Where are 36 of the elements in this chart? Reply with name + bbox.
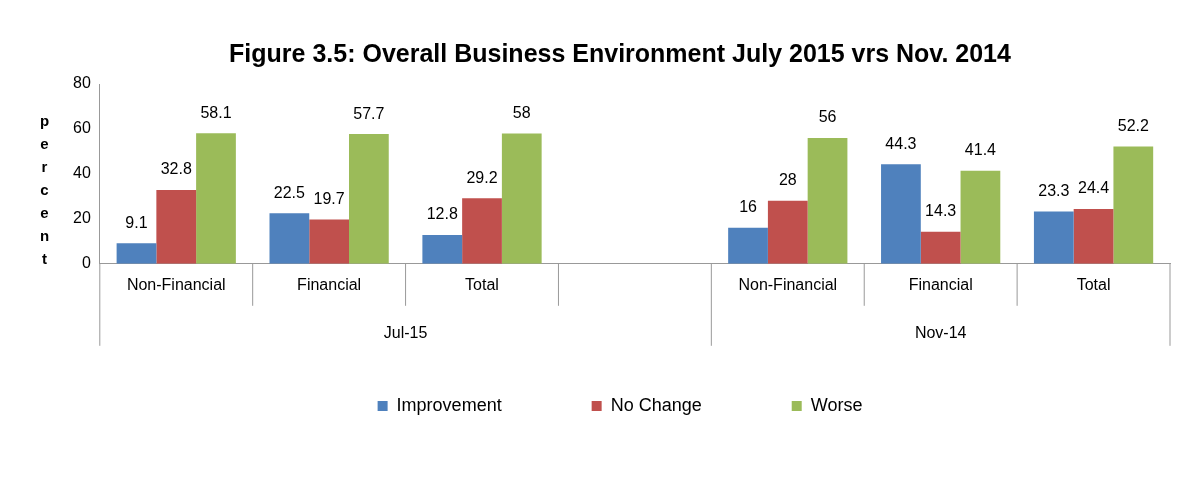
y-tick-label: 40 [73, 164, 91, 182]
data-label: 22.5 [273, 183, 306, 201]
x-tick-label: Non-Financial [738, 275, 838, 293]
data-label: 14.3 [925, 202, 957, 220]
data-label: 16 [739, 198, 758, 216]
data-label: 58.1 [200, 103, 232, 121]
x-tick-label: Non-Financial [126, 275, 226, 293]
y-tick-label: 60 [73, 119, 91, 137]
x-tick-label: Total [465, 275, 499, 293]
chart-title: Figure 3.5: Overall Business Environment July 2015 vrs Nov. 2014 [229, 38, 1012, 67]
x-tick-label: Financial [297, 275, 362, 293]
x-tick-label: Total [1076, 275, 1111, 293]
data-label: 24.4 [1077, 179, 1110, 197]
text: Jul-15 [383, 324, 428, 342]
data-label: 57.7 [353, 104, 385, 122]
data-label: 9.1 [125, 213, 148, 231]
data-label: 44.3 [885, 134, 917, 152]
data-label: 12.8 [426, 205, 458, 223]
data-label: 41.4 [964, 141, 997, 159]
data-label: 58 [512, 103, 531, 121]
text: Nov-14 [914, 324, 967, 342]
data-label: 19.7 [313, 189, 345, 207]
x-tick-label: Financial [908, 275, 973, 293]
data-label: 56 [818, 108, 837, 126]
data-label: 32.8 [160, 160, 192, 178]
data-label: 52.2 [1117, 116, 1149, 134]
data-label: 28 [778, 171, 797, 189]
legend-label: No Change [610, 394, 702, 415]
y-tick-label: 20 [73, 209, 91, 227]
legend-label: Worse [810, 394, 863, 415]
data-label: 23.3 [1038, 181, 1070, 199]
data-label: 29.2 [466, 168, 498, 186]
y-axis-title: percent [36, 112, 53, 273]
y-tick-label: 80 [73, 74, 91, 92]
legend-label: Improvement [396, 394, 502, 415]
y-tick-label: 0 [81, 254, 91, 272]
